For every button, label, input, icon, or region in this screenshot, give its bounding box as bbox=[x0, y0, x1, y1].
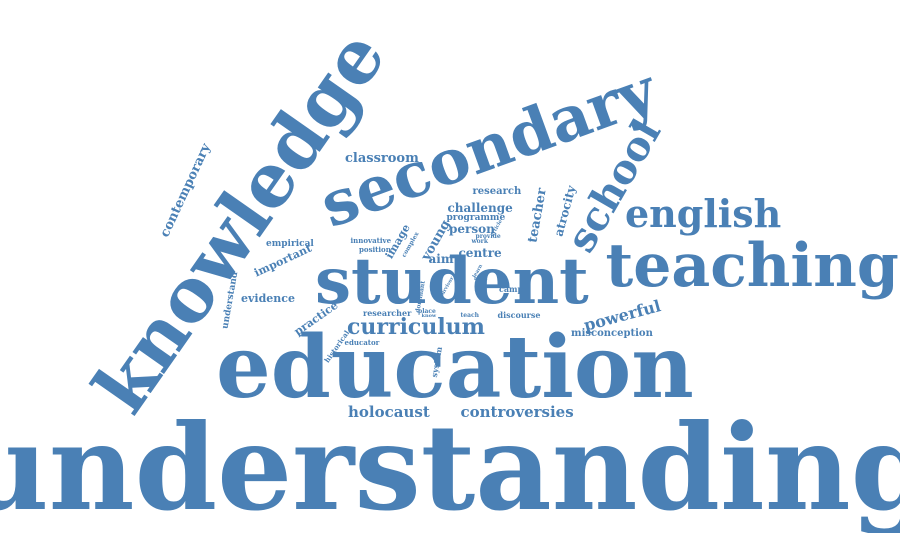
word-teacher: teacher bbox=[524, 186, 550, 244]
word-holocaust: holocaust bbox=[348, 402, 430, 421]
word-teach: teach bbox=[460, 312, 480, 319]
word-understanding: understanding bbox=[0, 398, 900, 533]
word-provide: provide bbox=[475, 233, 501, 240]
word-researcher: researcher bbox=[363, 308, 412, 318]
word-discourse: discourse bbox=[497, 310, 541, 320]
word-english: english bbox=[625, 191, 782, 236]
word-research: research bbox=[472, 186, 522, 197]
word-aim: aim bbox=[428, 252, 454, 266]
word-challenge: challenge bbox=[447, 201, 513, 215]
word-place: place bbox=[418, 308, 436, 315]
word-educator: educator bbox=[344, 337, 380, 347]
word-programme: programme bbox=[446, 212, 506, 223]
word-camp: camp bbox=[499, 284, 524, 294]
word-student: student bbox=[315, 244, 589, 319]
word-position: position bbox=[359, 244, 391, 254]
word-education: education bbox=[216, 317, 694, 418]
word-person: person bbox=[449, 222, 495, 236]
word-innovative: innovative bbox=[350, 235, 392, 245]
word-controversies: controversies bbox=[460, 402, 574, 421]
word-know: know bbox=[421, 312, 437, 319]
word-teaching: teaching bbox=[605, 231, 899, 301]
word-evidence: evidence bbox=[241, 291, 295, 305]
word-work: work bbox=[471, 238, 489, 245]
word-empirical: empirical bbox=[266, 238, 314, 249]
word-need: need bbox=[474, 275, 488, 282]
word-misconception: misconception bbox=[571, 328, 653, 339]
word-centre: centre bbox=[458, 246, 502, 260]
word-curriculum: curriculum bbox=[347, 314, 485, 340]
word-classroom: classroom bbox=[345, 150, 419, 166]
